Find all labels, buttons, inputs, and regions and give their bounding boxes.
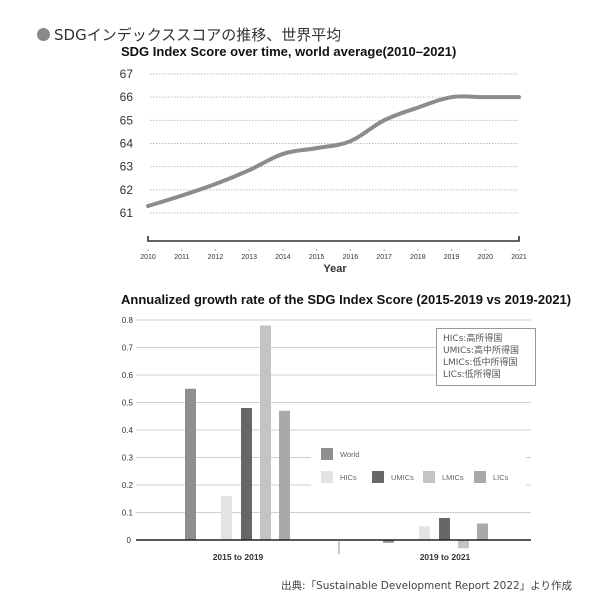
legend-swatch <box>423 471 435 483</box>
legend: World HICs UMICs LMICs LICs <box>321 448 509 483</box>
legend-swatch <box>474 471 486 483</box>
x-tick-label: 2011 <box>174 254 189 261</box>
x-tick-label: 2019 <box>444 254 460 261</box>
source-note: 出典:「Sustainable Development Report 2022」… <box>281 580 572 592</box>
y-tick-label: 0.8 <box>122 316 134 325</box>
legend-swatch <box>321 471 333 483</box>
y-tick-label: 61 <box>120 206 134 220</box>
bar-umics <box>241 408 252 540</box>
x-tick-label: 2010 <box>140 254 156 261</box>
y-tick-label: 64 <box>120 137 134 151</box>
y-tick-label: 0 <box>127 536 132 545</box>
y-tick-label: 63 <box>120 160 134 174</box>
legend-swatch <box>321 448 333 460</box>
y-tick-label: 65 <box>120 113 134 127</box>
x-tick-label: 2013 <box>241 254 257 261</box>
x-tick-label: 2020 <box>477 254 493 261</box>
note-line: LICs:低所得国 <box>443 370 501 380</box>
figure-heading: SDGインデックススコアの推移、世界平均 <box>37 24 341 45</box>
bar-chart: 0 0.1 0.2 0.3 0.4 0.5 0.6 0.7 0.8 2015 to 2019 201… <box>122 316 531 562</box>
legend-label: World <box>340 450 359 459</box>
y-tick-label: 0.7 <box>122 344 134 353</box>
legend-label: UMICs <box>391 473 414 482</box>
x-tick-label: 2015 <box>309 254 325 261</box>
bar-world <box>383 540 394 543</box>
x-tick-label: 2014 <box>275 254 291 261</box>
y-tick-label: 66 <box>120 90 134 104</box>
x-tick-label: 2021 <box>511 254 527 261</box>
bar-lmics <box>458 540 469 549</box>
x-tick-label: 2018 <box>410 254 426 261</box>
bar-umics <box>439 518 450 540</box>
x-tick-label: 2016 <box>343 254 359 261</box>
bar-chart-title: Annualized growth rate of the SDG Index … <box>121 292 572 307</box>
legend-label: LMICs <box>442 473 464 482</box>
series-line <box>146 94 521 209</box>
y-tick-label: 0.1 <box>122 509 134 518</box>
x-axis <box>147 236 520 242</box>
category-label: 2019 to 2021 <box>420 552 471 562</box>
bar-world <box>185 388 196 540</box>
x-tick-label: 2012 <box>208 254 224 261</box>
x-axis-title: Year <box>323 263 347 275</box>
y-tick-label: 0.5 <box>122 399 134 408</box>
bar-lics <box>279 410 290 540</box>
legend-swatch <box>372 471 384 483</box>
bar-hics <box>221 496 232 540</box>
bar-hics <box>419 526 430 540</box>
note-line: LMICs:低中所得国 <box>443 358 518 368</box>
bar-lics <box>477 523 488 540</box>
legend-label: HICs <box>340 473 357 482</box>
y-tick-label: 0.4 <box>122 426 134 435</box>
heading-text: SDGインデックススコアの推移、世界平均 <box>54 26 342 44</box>
y-tick-label: 67 <box>120 67 134 81</box>
bar-lmics <box>260 325 271 540</box>
y-tick-label: 0.6 <box>122 371 134 380</box>
line-chart: 61 62 63 64 65 66 67 2010 2011 2012 2013 2014 2015 20… <box>120 67 527 275</box>
bullet-dot-icon <box>37 28 50 41</box>
x-tick-label: 2017 <box>376 254 392 261</box>
note-line: HICs:高所得国 <box>443 334 503 344</box>
income-group-note: HICs:高所得国 UMICs:高中所得国 LMICs:低中所得国 LICs:低… <box>436 328 536 386</box>
line-chart-title: SDG Index Score over time, world average… <box>121 44 457 59</box>
legend-label: LICs <box>493 473 509 482</box>
y-tick-label: 62 <box>120 183 134 197</box>
y-tick-label: 0.2 <box>122 481 134 490</box>
category-label: 2015 to 2019 <box>213 552 264 562</box>
note-line: UMICs:高中所得国 <box>443 346 520 356</box>
y-tick-label: 0.3 <box>122 454 134 463</box>
